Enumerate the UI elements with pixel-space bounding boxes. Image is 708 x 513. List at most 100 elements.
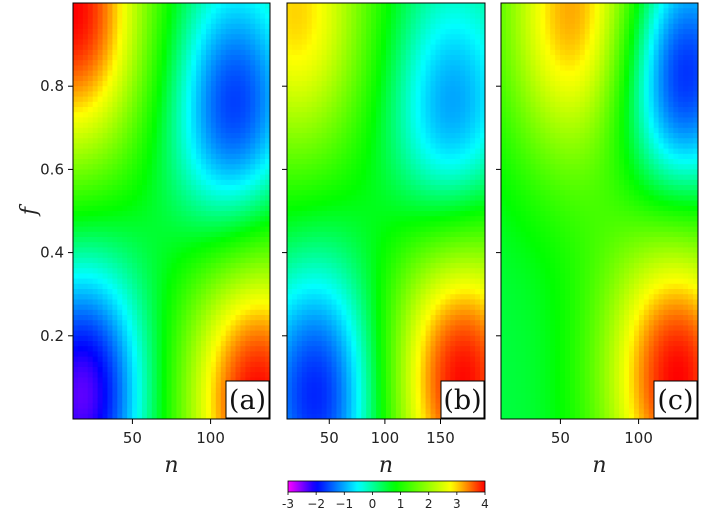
heatmap-cell: [166, 335, 173, 342]
heatmap-cell: [112, 159, 118, 165]
heatmap-cell: [265, 346, 270, 352]
heatmap-cell: [316, 138, 323, 144]
heatmap-cell: [341, 231, 347, 238]
heatmap-cells-a: [73, 3, 270, 419]
heatmap-cell: [240, 268, 246, 274]
heatmap-cell: [146, 294, 153, 300]
heatmap-cell: [316, 159, 323, 165]
heatmap-cell: [186, 242, 192, 248]
heatmap-cell: [301, 164, 308, 170]
heatmap-cell: [311, 263, 318, 269]
heatmap-cell: [161, 143, 168, 150]
heatmap-cell: [112, 367, 118, 373]
heatmap-cell: [191, 320, 197, 326]
heatmap-cell: [161, 283, 168, 290]
heatmap-cell: [386, 96, 392, 103]
heatmap-cell: [265, 49, 270, 56]
heatmap-cell: [141, 96, 148, 103]
heatmap-cell: [146, 86, 153, 92]
heatmap-cell: [141, 185, 148, 191]
heatmap-cell: [301, 60, 308, 66]
heatmap-cell: [326, 393, 333, 399]
heatmap-cell: [171, 18, 178, 25]
heatmap-cell: [112, 86, 118, 92]
heatmap-cell: [331, 18, 338, 25]
heatmap-cell: [117, 247, 123, 254]
heatmap-cell: [201, 351, 207, 358]
heatmap-cell: [287, 341, 293, 347]
heatmap-cell: [137, 49, 143, 56]
heatmap-cell: [132, 174, 138, 181]
heatmap-cell: [220, 231, 227, 238]
heatmap-cell: [245, 86, 251, 92]
heatmap-cell: [220, 356, 227, 363]
heatmap-cell: [176, 367, 182, 373]
heatmap-cell: [171, 372, 178, 378]
heatmap-cell: [366, 382, 372, 389]
heatmap-cell: [205, 3, 212, 9]
heatmap-cell: [336, 387, 343, 394]
heatmap-cell: [235, 127, 242, 134]
heatmap-cell: [92, 159, 99, 165]
heatmap-cell: [240, 372, 246, 378]
heatmap-cell: [107, 335, 113, 342]
heatmap-cell: [161, 231, 168, 238]
heatmap-cell: [112, 143, 118, 150]
heatmap-cell: [77, 39, 84, 46]
heatmap-cell: [176, 96, 182, 103]
heatmap-cell: [230, 91, 237, 98]
heatmap-cell: [112, 273, 118, 280]
heatmap-cell: [346, 117, 352, 124]
heatmap-cell: [265, 330, 270, 337]
heatmap-cell: [102, 23, 109, 30]
heatmap-cell: [141, 304, 148, 311]
heatmap-cell: [220, 200, 227, 207]
heatmap-cell: [117, 195, 123, 202]
heatmap-cell: [341, 55, 347, 61]
heatmap-cell: [127, 268, 133, 274]
heatmap-cell: [171, 75, 178, 82]
heatmap-cell: [287, 315, 293, 321]
heatmap-cell: [376, 8, 382, 14]
heatmap-cell: [356, 60, 362, 66]
heatmap-cell: [137, 356, 143, 363]
heatmap-cell: [331, 8, 338, 14]
heatmap-cell: [316, 60, 323, 66]
heatmap-cell: [161, 367, 168, 373]
heatmap-cell: [156, 44, 163, 51]
heatmap-cell: [225, 112, 232, 118]
heatmap-cell: [255, 112, 261, 118]
heatmap-cell: [87, 351, 94, 358]
heatmap-cell: [117, 75, 123, 82]
heatmap-cell: [107, 377, 113, 384]
heatmap-cell: [201, 242, 207, 248]
heatmap-cell: [296, 49, 303, 56]
heatmap-cell: [151, 289, 158, 295]
heatmap-cell: [346, 242, 352, 248]
heatmap-cell: [97, 13, 104, 20]
heatmap-cell: [260, 122, 266, 129]
heatmap-cell: [376, 174, 382, 181]
heatmap-cell: [250, 226, 256, 233]
heatmap-cell: [112, 34, 118, 40]
heatmap-cell: [220, 96, 227, 103]
heatmap-cell: [77, 335, 84, 342]
heatmap-cell: [97, 44, 104, 51]
heatmap-cell: [176, 23, 182, 30]
heatmap-cell: [371, 335, 377, 342]
heatmap-cell: [225, 39, 232, 46]
heatmap-cell: [250, 55, 256, 61]
heatmap-cell: [235, 252, 242, 259]
heatmap-cell: [171, 86, 178, 92]
heatmap-cell: [331, 226, 338, 233]
heatmap-cell: [296, 361, 303, 368]
heatmap-cell: [117, 413, 123, 419]
heatmap-cell: [326, 143, 333, 150]
heatmap-cell: [210, 133, 217, 139]
heatmap-cell: [176, 205, 182, 212]
heatmap-cell: [245, 44, 251, 51]
heatmap-cell: [146, 96, 153, 103]
heatmap-cell: [201, 29, 207, 35]
heatmap-cell: [390, 356, 397, 363]
heatmap-cell: [201, 278, 207, 285]
